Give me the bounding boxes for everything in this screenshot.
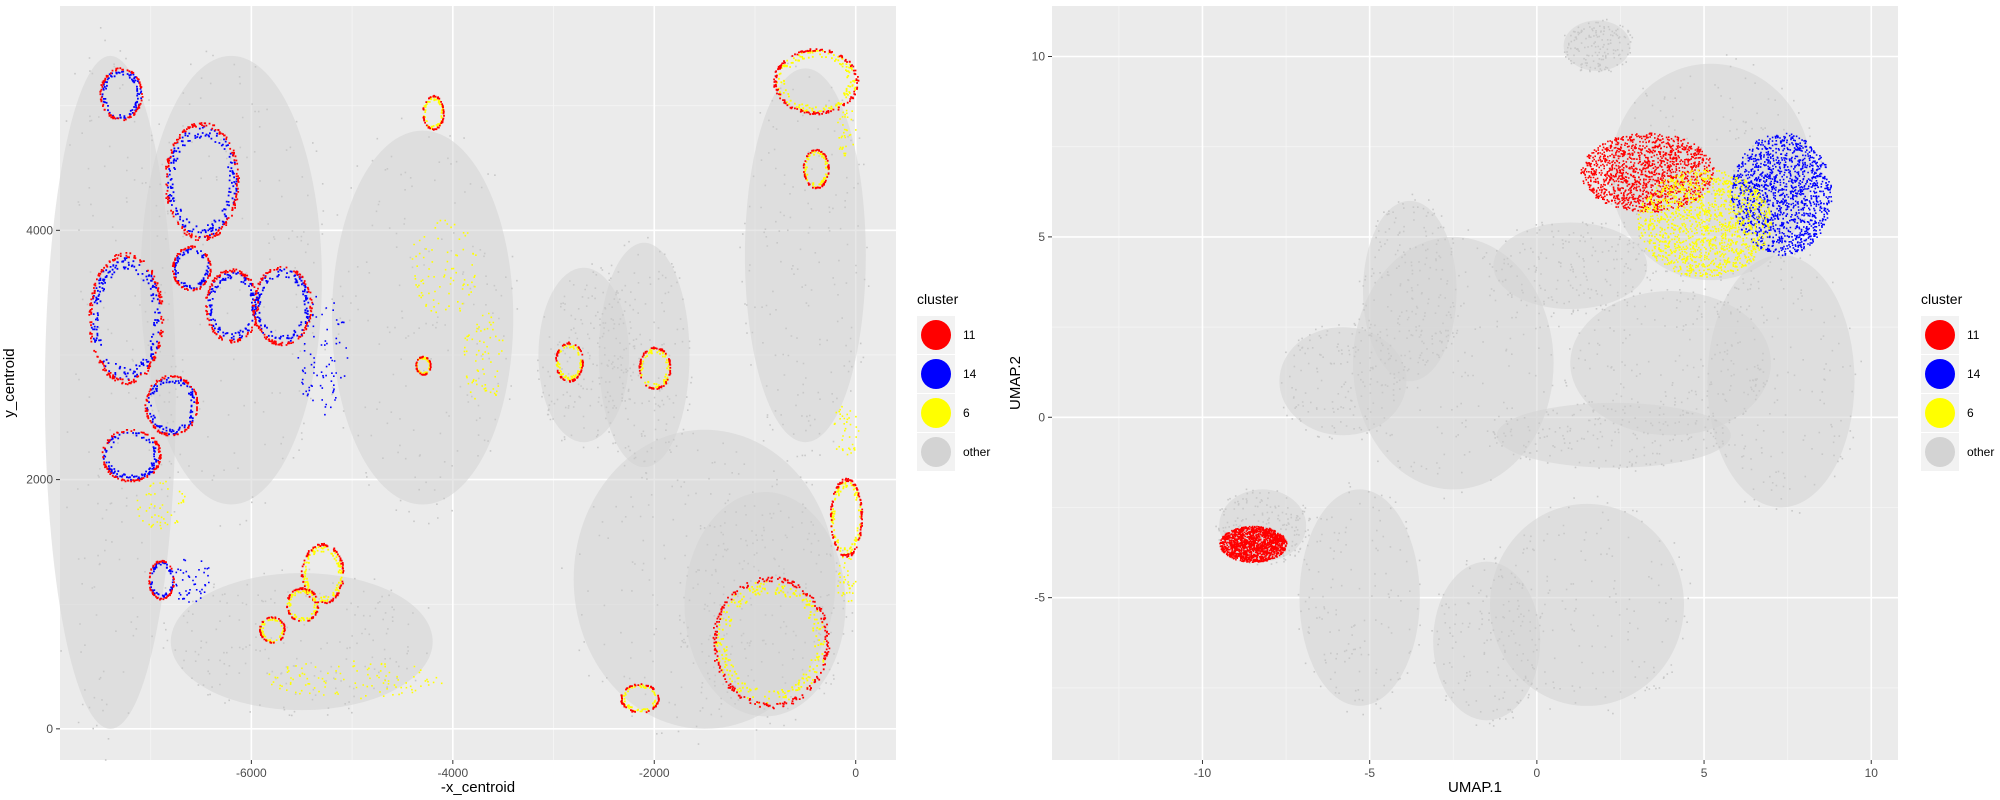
other-region [170,573,433,711]
legend-label: 14 [963,367,977,381]
legend-key-11 [921,320,951,350]
cluster-group [1580,132,1715,213]
other-region [1362,200,1457,382]
other-region [684,492,846,717]
cluster-points [833,405,860,456]
legend-key-other [1925,437,1955,467]
cluster-points [1731,132,1833,257]
y-tick-label: 0 [46,722,53,736]
cluster-points [1219,525,1288,563]
cluster-points [1637,168,1773,278]
x-tick-label: -6000 [236,766,267,780]
legend-title: cluster [1921,291,1963,307]
x-tick-label: -10 [1194,766,1212,780]
legend-title: cluster [917,291,959,307]
legend-key-14 [921,359,951,389]
y-axis-title: UMAP.2 [1007,356,1024,410]
x-tick-label: -5 [1364,766,1375,780]
y-axis-title: y_centroid [1,348,18,417]
points-other [44,27,870,761]
cluster-group [1637,168,1773,278]
legend-label: 11 [963,328,976,342]
cluster-points [422,96,445,130]
cluster-group [833,405,860,456]
x-tick-label: 5 [1701,766,1708,780]
y-tick-label: -5 [1034,591,1045,605]
legend-label: 11 [1967,328,1980,342]
cluster-points [837,556,857,603]
legend-key-6 [921,398,951,428]
points-other [1215,18,1862,727]
y-tick-label: 10 [1032,50,1046,64]
other-region [1490,503,1684,706]
other-region [1496,402,1731,468]
other-region [744,68,866,443]
cluster-group [1219,525,1288,563]
x-axis-title: UMAP.1 [1448,779,1502,796]
cluster-group [259,616,286,644]
y-tick-label: 2000 [26,473,53,487]
legend-label: 6 [963,406,970,420]
other-region [1279,327,1407,436]
cluster-group [415,355,432,376]
legend-key-11 [1925,320,1955,350]
cluster-points [259,617,285,644]
cluster-points [1580,132,1715,213]
panel-2: -10 -5 0 5 10 -5 0 5 10 UMAP.1 UMAP.2 cluster 11 14 6 o… [1007,6,1994,796]
legend-key-other [921,437,951,467]
other-region [44,55,176,729]
legend-label: other [1967,445,1994,459]
cluster-group [1731,132,1833,257]
other-region [1493,222,1648,310]
cluster-points [415,356,432,376]
panel-1: -6000 -4000 -2000 0 0 2000 4000 -x_centroid y_ce… [1,6,990,796]
x-tick-label: -4000 [437,766,468,780]
y-tick-label: 0 [1038,410,1045,424]
x-tick-label: -2000 [639,766,670,780]
legend: cluster 11 14 6 other [1921,291,1994,471]
x-tick-label: 0 [852,766,859,780]
other-region [1570,291,1771,436]
points-clusters [88,48,864,714]
x-tick-label: 10 [1865,766,1879,780]
legend-key-14 [1925,359,1955,389]
cluster-group [422,94,445,131]
legend-key-6 [1925,398,1955,428]
axes: -10 -5 0 5 10 -5 0 5 10 UMAP.1 UMAP.2 [1007,50,1878,796]
other-region [140,55,322,505]
other-region [1610,63,1812,281]
legend-label: other [963,445,990,459]
other-region [331,130,514,505]
cluster-points [175,558,210,603]
x-axis-title: -x_centroid [441,779,515,796]
y-tick-label: 5 [1038,230,1045,244]
other-region [1299,489,1420,706]
y-tick-label: 4000 [26,223,53,237]
x-tick-label: 0 [1534,766,1541,780]
legend: cluster 11 14 6 other [917,291,990,471]
legend-label: 14 [1967,367,1981,381]
axes: -6000 -4000 -2000 0 0 2000 4000 -x_centroid y_ce… [1,223,859,796]
cluster-group [837,556,857,603]
points-clusters [1219,132,1833,563]
cluster-group [175,558,210,603]
legend-label: 6 [1967,406,1974,420]
